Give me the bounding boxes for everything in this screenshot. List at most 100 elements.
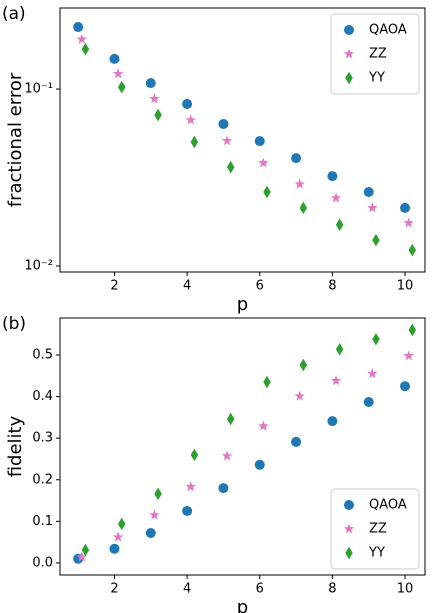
point <box>81 42 90 56</box>
point <box>154 108 162 122</box>
point <box>335 218 344 232</box>
legend-marker <box>344 500 354 510</box>
point <box>117 517 126 531</box>
y-tick-label: 0.3 <box>32 431 53 446</box>
y-tick-label: 0.0 <box>32 555 53 570</box>
point <box>226 412 235 426</box>
point <box>190 135 199 149</box>
point <box>76 33 88 44</box>
point <box>330 192 342 203</box>
legend-box <box>330 488 420 570</box>
point <box>221 450 233 461</box>
point <box>226 160 235 174</box>
point <box>73 22 84 33</box>
point <box>263 375 271 389</box>
point <box>291 436 302 447</box>
legend-label: QAOA <box>369 23 407 38</box>
point <box>367 368 378 379</box>
legend-marker <box>345 71 353 85</box>
x-axis-label: p <box>237 294 248 315</box>
panel-label: (a) <box>2 4 26 24</box>
point <box>109 543 120 554</box>
point <box>182 99 193 110</box>
series <box>76 33 414 228</box>
y-tick-label: 0.5 <box>32 348 53 363</box>
point <box>109 53 120 64</box>
legend-label: YY <box>368 71 385 86</box>
x-tick-label: 2 <box>110 279 118 294</box>
legend-marker <box>345 546 353 560</box>
legend-marker <box>343 523 355 534</box>
point <box>372 332 380 346</box>
x-tick-label: 8 <box>328 279 336 294</box>
legend-box <box>330 13 420 95</box>
point <box>330 375 342 386</box>
point <box>408 323 417 337</box>
point <box>403 217 414 228</box>
point <box>185 114 196 125</box>
point <box>221 135 233 146</box>
point <box>291 153 302 164</box>
point <box>327 416 338 427</box>
series <box>81 42 417 257</box>
legend-marker <box>343 48 355 59</box>
y-tick-label: 10⁻¹ <box>24 82 53 97</box>
plot-frame <box>59 7 426 273</box>
point <box>254 136 265 147</box>
point <box>258 420 269 431</box>
point <box>81 543 90 557</box>
point <box>185 481 196 492</box>
x-tick-label: 4 <box>183 279 191 294</box>
point <box>154 487 162 501</box>
panel: (a) 2 4 6 8 10 10⁻² 10⁻¹ p fractional error QAOA ZZ… <box>2 4 426 315</box>
point <box>400 381 411 392</box>
legend: QAOA ZZ YY <box>330 13 420 95</box>
legend-label: ZZ <box>369 522 387 537</box>
point <box>294 178 305 189</box>
point <box>145 527 156 538</box>
point <box>372 233 380 247</box>
point <box>76 551 88 562</box>
point <box>367 202 378 213</box>
series <box>76 350 414 562</box>
point <box>145 78 156 89</box>
legend-label: YY <box>368 546 385 561</box>
y-tick-label: 10⁻² <box>24 259 53 274</box>
point <box>299 358 308 372</box>
point <box>327 171 338 182</box>
point <box>218 119 229 130</box>
point <box>112 531 124 542</box>
x-tick-label: 10 <box>397 279 414 294</box>
legend-label: QAOA <box>369 498 407 513</box>
series <box>81 323 417 557</box>
point <box>299 201 308 215</box>
point <box>258 157 269 168</box>
point <box>254 459 265 470</box>
legend: QAOA ZZ YY <box>330 488 420 570</box>
point <box>335 342 344 356</box>
point <box>363 186 374 197</box>
legend-label: ZZ <box>369 47 387 62</box>
plot-frame <box>59 317 426 576</box>
x-tick-label: 6 <box>256 279 264 294</box>
series <box>73 381 411 564</box>
x-tick-label: 6 <box>256 582 264 597</box>
point <box>112 68 124 79</box>
point <box>363 397 374 408</box>
panel-label: (b) <box>2 314 26 334</box>
point <box>190 448 199 462</box>
y-tick-label: 0.4 <box>32 389 53 404</box>
point <box>182 505 193 516</box>
y-tick-label: 0.1 <box>32 514 53 529</box>
panel: (b) 2 4 6 8 10 0.0 0.1 0.2 0.3 0.4 0.5 p fidelity QAOA… <box>2 314 426 613</box>
point <box>218 483 229 494</box>
point <box>149 509 160 520</box>
x-tick-label: 10 <box>397 582 414 597</box>
point <box>117 80 126 94</box>
legend-marker <box>344 25 354 35</box>
point <box>403 350 414 361</box>
x-tick-label: 4 <box>183 582 191 597</box>
point <box>400 202 411 213</box>
